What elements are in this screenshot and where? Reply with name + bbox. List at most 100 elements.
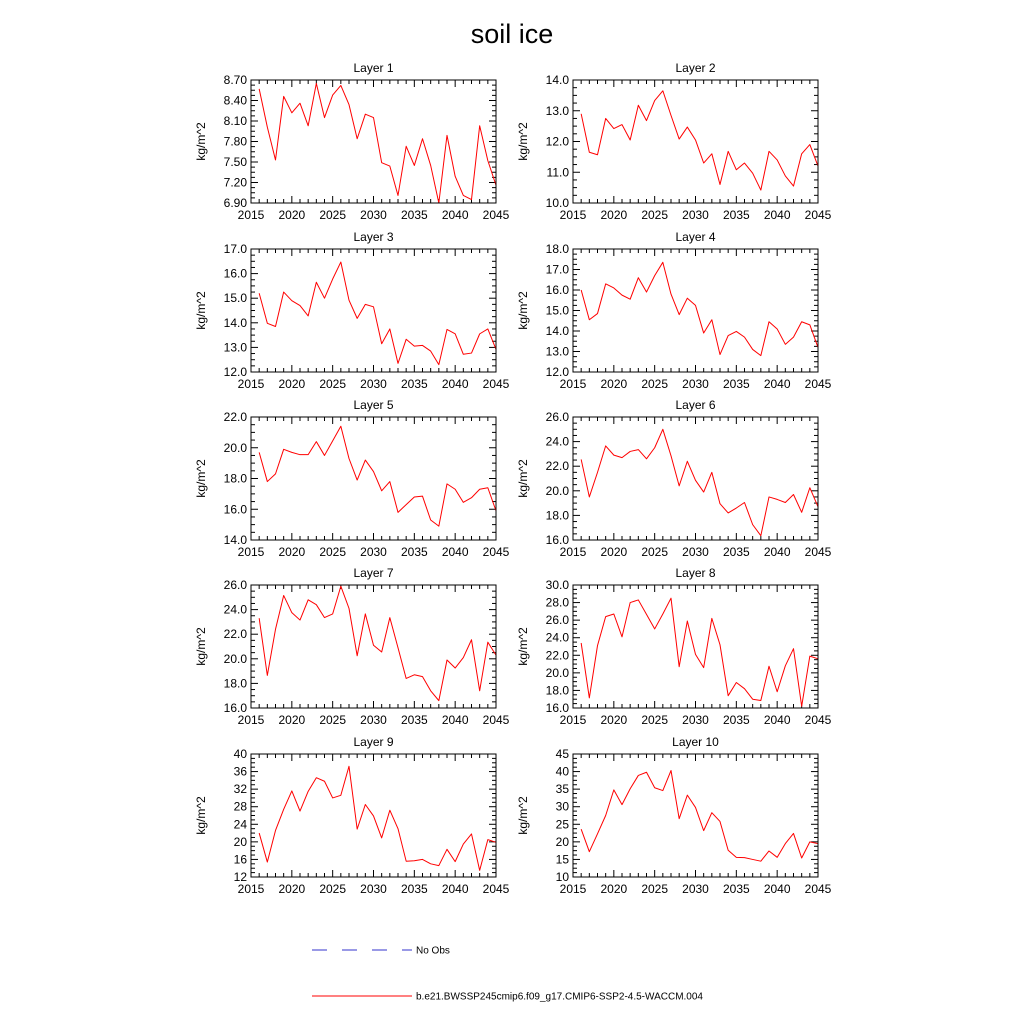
y-tick-label: 40: [556, 765, 570, 779]
y-axis-label: kg/m^2: [516, 627, 530, 666]
y-tick-label: 25: [556, 817, 570, 831]
y-tick-label: 14.0: [546, 73, 570, 87]
y-tick-label: 24.0: [224, 603, 248, 617]
y-axis-label: kg/m^2: [516, 796, 530, 835]
y-tick-label: 24.0: [546, 435, 570, 449]
y-tick-label: 13.0: [546, 345, 570, 359]
x-tick-label: 2015: [560, 377, 587, 391]
y-tick-label: 28.0: [546, 596, 570, 610]
y-tick-label: 36: [234, 765, 248, 779]
x-tick-label: 2045: [805, 713, 832, 727]
panel-layer-2: Layer 2 2015 2020 2025 2030 2035 2040 2045 10.0 1…: [516, 61, 832, 222]
y-tick-label: 10.0: [546, 196, 570, 210]
y-axis-label: kg/m^2: [194, 796, 208, 835]
y-tick-label: 13.0: [224, 340, 248, 354]
series-line: [258, 585, 497, 702]
y-tick-label: 13.0: [546, 104, 570, 118]
x-tick-label: 2030: [682, 208, 709, 222]
panel-title: Layer 5: [353, 398, 393, 412]
series-line: [580, 261, 819, 357]
y-tick-label: 12: [234, 870, 248, 884]
x-tick-label: 2040: [764, 377, 791, 391]
panel-layer-3: Layer 3 2015 2020 2025 2030 2035 2040 2045 12.0 1…: [194, 230, 510, 391]
y-tick-label: 20: [234, 835, 248, 849]
y-tick-label: 11.0: [547, 165, 570, 179]
x-tick-label: 2045: [483, 882, 510, 896]
y-tick-label: 18.0: [546, 508, 570, 522]
x-tick-label: 2040: [764, 882, 791, 896]
panel-title: Layer 4: [675, 230, 715, 244]
plot-frame: [572, 79, 819, 204]
x-tick-label: 2045: [805, 545, 832, 559]
y-tick-label: 14.0: [546, 324, 570, 338]
x-tick-label: 2045: [805, 377, 832, 391]
x-tick-label: 2015: [560, 713, 587, 727]
y-tick-label: 22.0: [224, 410, 248, 424]
y-tick-label: 30.0: [546, 578, 570, 592]
x-tick-label: 2035: [723, 377, 750, 391]
y-axis-label: kg/m^2: [516, 291, 530, 330]
x-tick-label: 2020: [278, 208, 305, 222]
panel-title: Layer 3: [353, 230, 393, 244]
panel-layer-8: Layer 8 2015 2020 2025 2030 2035 2040 2045 16.0 1…: [516, 566, 832, 727]
plot-frame: [250, 584, 497, 709]
chart-title: soil ice: [471, 19, 554, 49]
series-line: [580, 428, 819, 537]
x-tick-label: 2020: [278, 377, 305, 391]
x-tick-label: 2030: [682, 713, 709, 727]
series-line: [258, 765, 497, 871]
x-tick-label: 2040: [442, 882, 469, 896]
x-tick-label: 2030: [360, 713, 387, 727]
y-tick-label: 20.0: [546, 484, 570, 498]
panel-title: Layer 6: [675, 398, 715, 412]
y-tick-label: 8.10: [224, 114, 248, 128]
y-axis-label: kg/m^2: [194, 627, 208, 666]
series-line: [580, 90, 819, 191]
y-tick-label: 8.40: [224, 94, 248, 108]
x-tick-label: 2025: [319, 208, 346, 222]
y-tick-label: 7.20: [224, 176, 248, 190]
y-axis-label: kg/m^2: [194, 122, 208, 161]
series-line: [580, 597, 819, 707]
x-tick-label: 2020: [278, 882, 305, 896]
y-tick-label: 32: [234, 782, 248, 796]
y-tick-label: 35: [556, 782, 570, 796]
legend: No Obs b.e21.BWSSP245cmip6.f09_g17.CMIP6…: [312, 946, 703, 1003]
y-tick-label: 22.0: [546, 459, 570, 473]
x-tick-label: 2040: [442, 377, 469, 391]
x-tick-label: 2035: [723, 208, 750, 222]
y-tick-label: 16: [234, 852, 248, 866]
x-tick-label: 2025: [319, 545, 346, 559]
y-axis-label: kg/m^2: [516, 459, 530, 498]
y-tick-label: 12.0: [546, 365, 570, 379]
x-tick-label: 2035: [401, 882, 428, 896]
x-tick-label: 2020: [600, 208, 627, 222]
y-tick-label: 17.0: [546, 263, 570, 277]
x-tick-label: 2020: [600, 545, 627, 559]
y-tick-label: 24.0: [546, 631, 570, 645]
x-tick-label: 2015: [238, 713, 265, 727]
plot-frame: [250, 753, 497, 878]
y-tick-label: 20.0: [546, 666, 570, 680]
x-tick-label: 2035: [401, 545, 428, 559]
x-tick-label: 2030: [360, 545, 387, 559]
x-tick-label: 2025: [319, 713, 346, 727]
y-tick-label: 45: [556, 747, 570, 761]
y-axis-label: kg/m^2: [516, 122, 530, 161]
plot-frame: [250, 248, 497, 373]
y-tick-label: 40: [234, 747, 248, 761]
y-tick-label: 18.0: [224, 676, 248, 690]
panel-layer-4: Layer 4 2015 2020 2025 2030 2035 2040 2045 12.0 1…: [516, 230, 832, 391]
x-tick-label: 2025: [641, 377, 668, 391]
y-axis-label: kg/m^2: [194, 291, 208, 330]
y-tick-label: 16.0: [546, 701, 570, 715]
plot-frame: [572, 584, 819, 709]
x-tick-label: 2040: [764, 545, 791, 559]
y-tick-label: 26.0: [546, 410, 570, 424]
series-line: [580, 770, 819, 862]
y-tick-label: 14.0: [224, 533, 248, 547]
